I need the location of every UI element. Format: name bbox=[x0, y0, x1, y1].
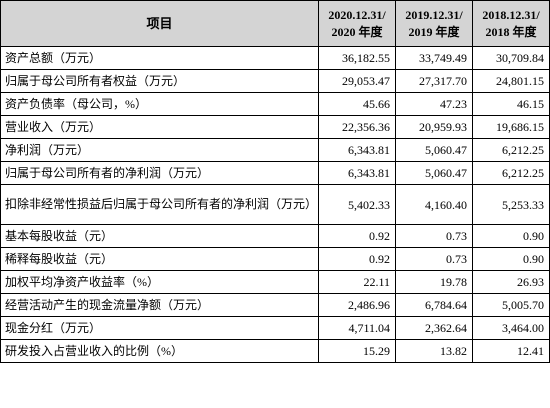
table-row: 扣除非经常性损益后归属于母公司所有者的净利润（万元） 5,402.33 4,16… bbox=[0, 184, 550, 225]
header-col-2019-year: 2019 年度 bbox=[408, 24, 460, 39]
table-body: 资产总额（万元） 36,182.55 33,749.49 30,709.84 归… bbox=[0, 46, 550, 363]
header-col-2018: 2018.12.31/ 2018 年度 bbox=[472, 0, 550, 47]
table-row: 归属于母公司所有者权益（万元） 29,053.47 27,317.70 24,8… bbox=[0, 69, 550, 93]
row-label: 营业收入（万元） bbox=[0, 115, 319, 139]
cell-2018: 0.90 bbox=[472, 247, 550, 271]
table-row: 稀释每股收益（元） 0.92 0.73 0.90 bbox=[0, 247, 550, 271]
row-label: 净利润（万元） bbox=[0, 138, 319, 162]
header-col-2019: 2019.12.31/ 2019 年度 bbox=[395, 0, 473, 47]
table-row: 研发投入占营业收入的比例（%） 15.29 13.82 12.41 bbox=[0, 339, 550, 363]
cell-2020: 4,711.04 bbox=[318, 316, 396, 340]
cell-2018: 12.41 bbox=[472, 339, 550, 363]
header-row: 项目 2020.12.31/ 2020 年度 2019.12.31/ 2019 … bbox=[0, 0, 550, 47]
cell-2020: 22,356.36 bbox=[318, 115, 396, 139]
cell-2019: 47.23 bbox=[395, 92, 473, 116]
row-label: 扣除非经常性损益后归属于母公司所有者的净利润（万元） bbox=[0, 184, 319, 225]
cell-2018: 5,253.33 bbox=[472, 184, 550, 225]
header-col-2018-year: 2018 年度 bbox=[485, 24, 537, 39]
cell-2020: 6,343.81 bbox=[318, 161, 396, 185]
table-row: 加权平均净资产收益率（%） 22.11 19.78 26.93 bbox=[0, 270, 550, 294]
header-col-2020-year: 2020 年度 bbox=[331, 24, 383, 39]
cell-2018: 46.15 bbox=[472, 92, 550, 116]
row-label: 基本每股收益（元） bbox=[0, 224, 319, 248]
cell-2018: 6,212.25 bbox=[472, 138, 550, 162]
cell-2019: 0.73 bbox=[395, 247, 473, 271]
cell-2019: 27,317.70 bbox=[395, 69, 473, 93]
cell-2020: 45.66 bbox=[318, 92, 396, 116]
table-row: 归属于母公司所有者的净利润（万元） 6,343.81 5,060.47 6,21… bbox=[0, 161, 550, 185]
cell-2018: 30,709.84 bbox=[472, 46, 550, 70]
cell-2019: 4,160.40 bbox=[395, 184, 473, 225]
header-col-2019-date: 2019.12.31/ bbox=[405, 7, 463, 22]
header-col-2018-date: 2018.12.31/ bbox=[482, 7, 540, 22]
row-label: 归属于母公司所有者权益（万元） bbox=[0, 69, 319, 93]
cell-2019: 5,060.47 bbox=[395, 138, 473, 162]
cell-2019: 13.82 bbox=[395, 339, 473, 363]
cell-2018: 5,005.70 bbox=[472, 293, 550, 317]
row-label: 稀释每股收益（元） bbox=[0, 247, 319, 271]
cell-2020: 2,486.96 bbox=[318, 293, 396, 317]
cell-2019: 20,959.93 bbox=[395, 115, 473, 139]
table-row: 基本每股收益（元） 0.92 0.73 0.90 bbox=[0, 224, 550, 248]
row-label: 经营活动产生的现金流量净额（万元） bbox=[0, 293, 319, 317]
cell-2020: 5,402.33 bbox=[318, 184, 396, 225]
cell-2019: 19.78 bbox=[395, 270, 473, 294]
table-row: 资产负债率（母公司，%） 45.66 47.23 46.15 bbox=[0, 92, 550, 116]
row-label: 研发投入占营业收入的比例（%） bbox=[0, 339, 319, 363]
table-header: 项目 2020.12.31/ 2020 年度 2019.12.31/ 2019 … bbox=[0, 0, 550, 47]
header-col-2020-date: 2020.12.31/ bbox=[328, 7, 386, 22]
header-item: 项目 bbox=[0, 0, 319, 47]
table-row: 营业收入（万元） 22,356.36 20,959.93 19,686.15 bbox=[0, 115, 550, 139]
cell-2019: 2,362.64 bbox=[395, 316, 473, 340]
cell-2020: 36,182.55 bbox=[318, 46, 396, 70]
cell-2019: 5,060.47 bbox=[395, 161, 473, 185]
row-label: 资产负债率（母公司，%） bbox=[0, 92, 319, 116]
cell-2020: 15.29 bbox=[318, 339, 396, 363]
cell-2020: 0.92 bbox=[318, 247, 396, 271]
row-label: 加权平均净资产收益率（%） bbox=[0, 270, 319, 294]
cell-2020: 22.11 bbox=[318, 270, 396, 294]
table-row: 净利润（万元） 6,343.81 5,060.47 6,212.25 bbox=[0, 138, 550, 162]
cell-2018: 3,464.00 bbox=[472, 316, 550, 340]
cell-2020: 0.92 bbox=[318, 224, 396, 248]
header-col-2020: 2020.12.31/ 2020 年度 bbox=[318, 0, 396, 47]
cell-2018: 6,212.25 bbox=[472, 161, 550, 185]
cell-2019: 0.73 bbox=[395, 224, 473, 248]
table-row: 资产总额（万元） 36,182.55 33,749.49 30,709.84 bbox=[0, 46, 550, 70]
cell-2020: 29,053.47 bbox=[318, 69, 396, 93]
table-row: 现金分红（万元） 4,711.04 2,362.64 3,464.00 bbox=[0, 316, 550, 340]
cell-2018: 19,686.15 bbox=[472, 115, 550, 139]
cell-2019: 33,749.49 bbox=[395, 46, 473, 70]
cell-2019: 6,784.64 bbox=[395, 293, 473, 317]
cell-2020: 6,343.81 bbox=[318, 138, 396, 162]
cell-2018: 0.90 bbox=[472, 224, 550, 248]
row-label: 资产总额（万元） bbox=[0, 46, 319, 70]
table-row: 经营活动产生的现金流量净额（万元） 2,486.96 6,784.64 5,00… bbox=[0, 293, 550, 317]
row-label: 归属于母公司所有者的净利润（万元） bbox=[0, 161, 319, 185]
cell-2018: 26.93 bbox=[472, 270, 550, 294]
row-label: 现金分红（万元） bbox=[0, 316, 319, 340]
cell-2018: 24,801.15 bbox=[472, 69, 550, 93]
financial-summary-table: 项目 2020.12.31/ 2020 年度 2019.12.31/ 2019 … bbox=[0, 0, 550, 363]
